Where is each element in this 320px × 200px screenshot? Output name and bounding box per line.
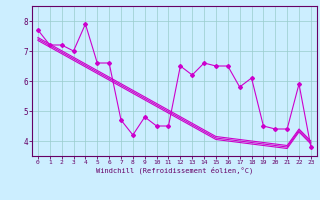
- X-axis label: Windchill (Refroidissement éolien,°C): Windchill (Refroidissement éolien,°C): [96, 167, 253, 174]
